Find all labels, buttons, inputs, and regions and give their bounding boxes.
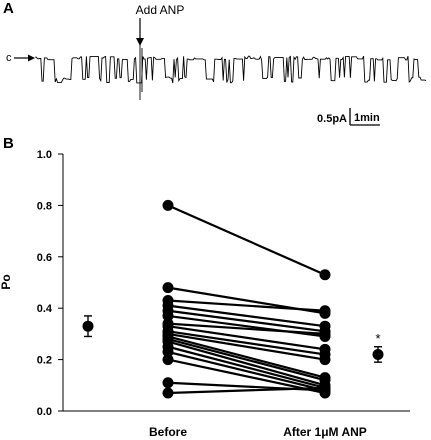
pair-line — [167, 304, 326, 328]
before-point — [162, 199, 174, 211]
pair-line — [167, 358, 326, 395]
scalebar-current-label: 0.5pA — [317, 113, 347, 125]
trace-panel: Add ANP c 0.5pA 1min — [6, 3, 427, 126]
current-trace — [35, 40, 427, 100]
data-points — [162, 199, 331, 399]
pair-line — [167, 340, 326, 387]
panel-b-letter: B — [3, 135, 14, 152]
before-point — [162, 377, 174, 389]
before-point — [162, 354, 174, 366]
pair-line — [167, 332, 326, 361]
closed-level-arrow-head — [28, 54, 35, 62]
pair-line — [167, 325, 326, 351]
y-tick-label: 0.8 — [37, 200, 52, 212]
pair-line — [167, 350, 326, 392]
after-point — [319, 354, 331, 366]
y-tick-label: 0.4 — [37, 303, 53, 315]
pair-line — [167, 299, 326, 312]
significance-marker: * — [375, 331, 380, 346]
summary-markers: * — [82, 315, 384, 363]
paired-lines — [167, 204, 326, 395]
y-tick-label: 0.0 — [37, 406, 52, 418]
y-tick-label: 0.6 — [37, 252, 52, 264]
after-point — [319, 269, 331, 281]
pair-line — [167, 335, 326, 379]
y-tick-label: 0.2 — [37, 355, 52, 367]
before-point — [162, 346, 174, 358]
before-point — [162, 310, 174, 322]
pair-line — [167, 345, 326, 389]
after-point — [319, 328, 331, 340]
pair-line — [167, 337, 326, 382]
before-point — [162, 387, 174, 399]
x-category-label: Before — [149, 425, 187, 439]
before-point — [162, 282, 174, 294]
after-point — [319, 382, 331, 394]
pair-line — [167, 204, 326, 276]
scalebar-time-label: 1min — [354, 112, 380, 124]
y-ticks: 0.0 0.2 0.4 0.6 0.8 1.0 — [37, 149, 63, 418]
pair-line — [167, 330, 326, 356]
y-tick-label: 1.0 — [37, 149, 52, 161]
panel-a-letter: A — [3, 0, 14, 17]
closed-level-label: c — [6, 52, 12, 64]
mean-point — [372, 348, 384, 360]
y-axis-label: Po — [0, 274, 13, 289]
x-tick-labels: Before After 1μM ANP — [149, 425, 367, 439]
po-chart: Po 0.0 0.2 0.4 0.6 0.8 1.0 * Before After 1μM … — [0, 149, 410, 439]
add-anp-label: Add ANP — [136, 3, 185, 17]
x-category-label: After 1μM ANP — [283, 425, 367, 439]
pair-line — [167, 322, 326, 335]
pair-line — [167, 309, 326, 333]
after-point — [319, 305, 331, 317]
pair-line — [167, 386, 326, 395]
mean-point — [82, 320, 94, 332]
